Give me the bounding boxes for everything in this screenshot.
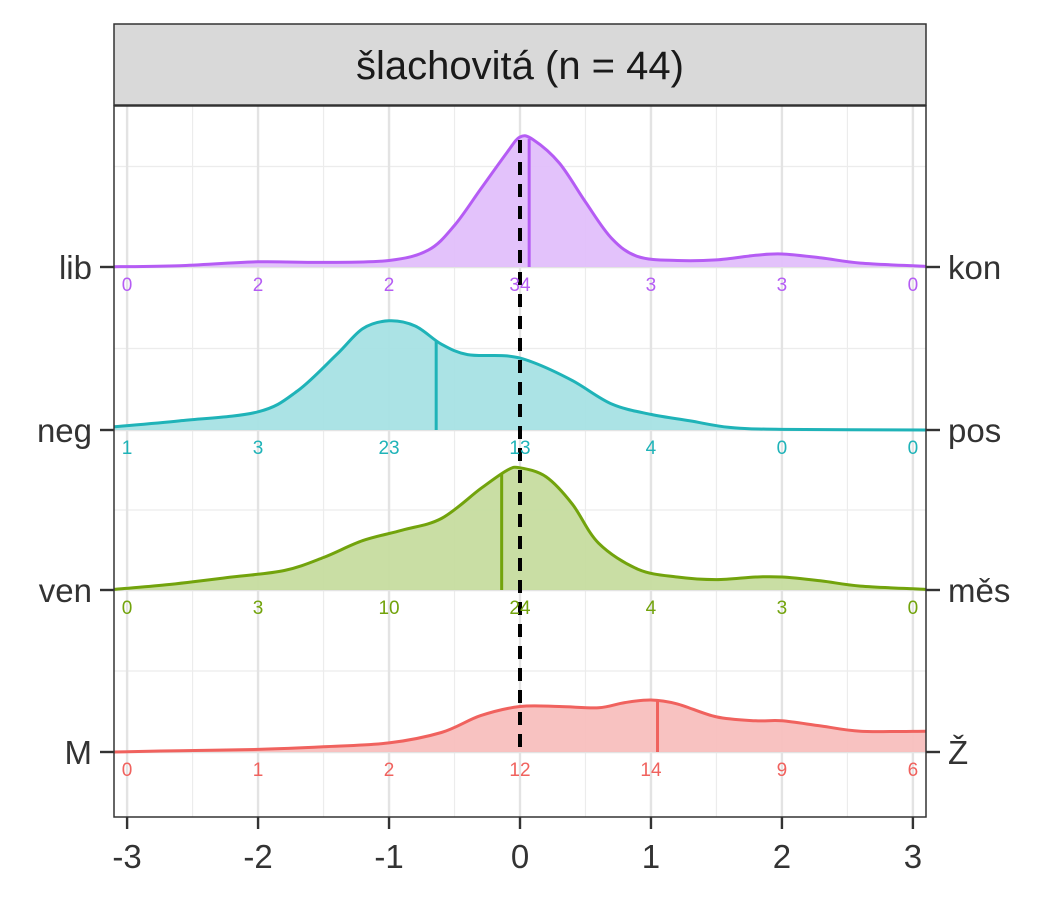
count-label: 13 [509,438,530,459]
density-area [114,467,926,590]
count-labels: 0 2 2 34 3 3 01 3 23 13 4 0 00 3 10 24 4 3 00 1 2 12 14 9 6 [122,275,918,781]
count-label: 0 [122,760,133,781]
count-label: 3 [777,598,788,619]
count-label: 23 [378,438,399,459]
facet-strip [113,23,927,106]
ridge-neg [113,319,927,432]
count-label: 2 [384,760,395,781]
count-label: 3 [253,598,264,619]
x-tick-label: 1 [642,838,660,875]
density-area [114,699,926,752]
density-line [113,698,927,754]
count-label: 4 [646,598,657,619]
count-label: 0 [122,598,133,619]
density-ridges [113,134,927,754]
count-label: 34 [509,275,531,296]
count-label: 9 [777,760,788,781]
count-label: 14 [640,760,662,781]
y-label-right: Ž [948,734,968,771]
y-label-right: pos [948,412,1001,449]
ridge-lib [113,134,927,269]
count-label: 3 [777,275,788,296]
count-label: 24 [509,598,531,619]
x-tick-label: 3 [904,838,922,875]
count-label: 3 [646,275,657,296]
count-label: 1 [122,438,133,459]
count-label: 6 [908,760,919,781]
x-tick-label: -1 [374,838,403,875]
ridge-ven [113,465,927,591]
count-label: 2 [253,275,264,296]
density-line [113,465,927,591]
y-label-left: M [65,734,93,771]
x-tick-label: -3 [112,838,141,875]
density-area [114,320,926,430]
x-tick-label: -2 [243,838,272,875]
y-label-right: měs [948,572,1010,609]
count-label: 1 [253,760,264,781]
count-label: 12 [509,760,530,781]
ridge-M [113,698,927,754]
count-label: 4 [646,438,657,459]
y-label-left: ven [39,572,92,609]
density-line [113,134,927,269]
count-label: 0 [122,275,133,296]
count-label: 10 [378,598,399,619]
y-axis-right: kon pos měs Ž [926,249,1010,771]
y-label-right: kon [948,249,1001,286]
count-label: 3 [253,438,264,459]
count-label: 0 [908,275,919,296]
density-line [113,319,927,432]
y-label-left: lib [59,249,92,286]
count-label: 0 [777,438,788,459]
y-label-left: neg [37,412,92,449]
count-label: 0 [908,598,919,619]
density-area [114,135,926,267]
count-label: 2 [384,275,395,296]
count-label: 0 [908,438,919,459]
facet-strip-title: šlachovitá (n = 44) [356,44,684,88]
y-axis-left: lib neg ven M [37,249,114,771]
x-tick-label: 2 [773,838,791,875]
x-axis: -3 -2 -1 0 1 2 3 [112,817,922,875]
x-tick-label: 0 [511,838,529,875]
